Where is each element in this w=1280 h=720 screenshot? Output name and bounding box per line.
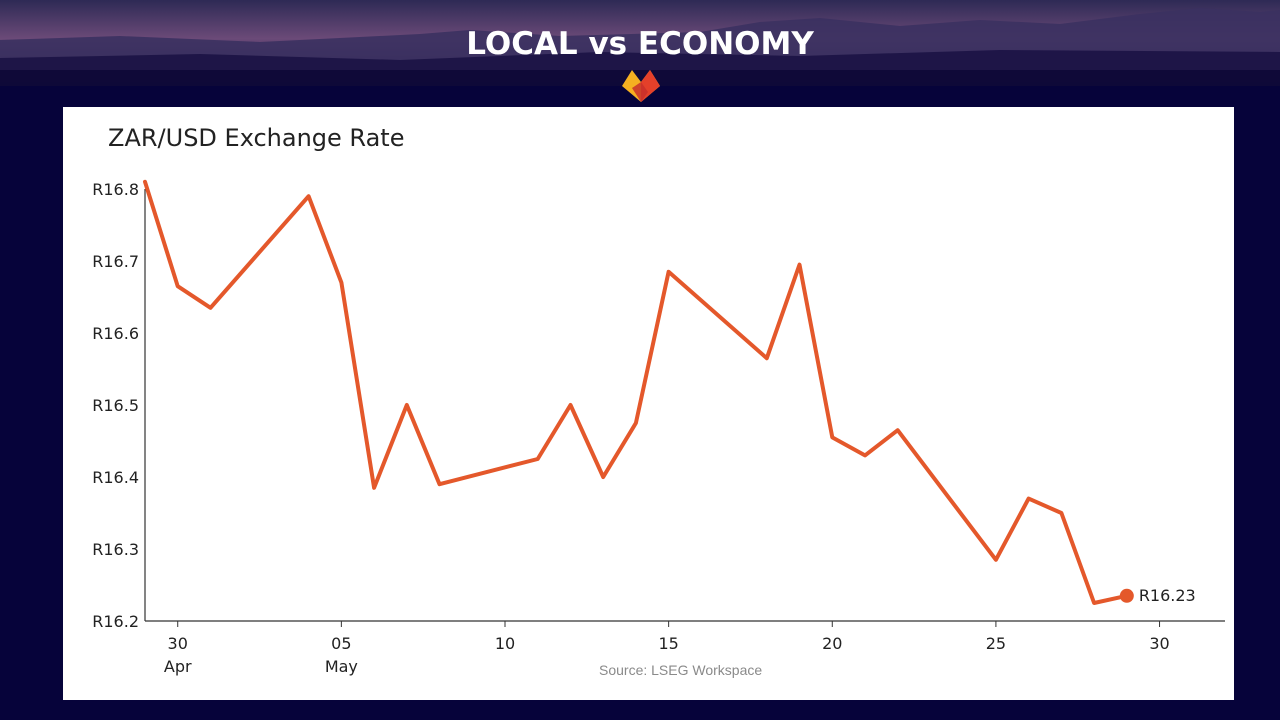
header-banner: LOCAL vs ECONOMY xyxy=(0,0,1280,86)
x-tick-label: 30 xyxy=(168,634,188,653)
y-tick-label: R16.6 xyxy=(92,324,139,343)
x-tick-label: 25 xyxy=(986,634,1006,653)
y-tick-label: R16.5 xyxy=(92,396,139,415)
line-chart: R16.8 R16.7 R16.6 R16.5 R16.4 R16.3 R16.2 30 Apr… xyxy=(92,179,1225,676)
y-tick-label: R16.7 xyxy=(92,252,139,271)
chart-source: Source: LSEG Workspace xyxy=(599,662,763,678)
y-tick-label: R16.2 xyxy=(92,612,139,631)
y-tick-label: R16.4 xyxy=(92,468,139,487)
x-tick-sublabel: Apr xyxy=(164,657,192,676)
x-tick-sublabel: May xyxy=(325,657,358,676)
chart-title: ZAR/USD Exchange Rate xyxy=(108,124,405,152)
x-tick-label: 10 xyxy=(495,634,515,653)
y-tick-label: R16.3 xyxy=(92,540,139,559)
end-value-label: R16.23 xyxy=(1139,586,1196,605)
series-line xyxy=(143,179,1129,605)
page-title: LOCAL vs ECONOMY xyxy=(466,26,814,62)
end-point-marker xyxy=(1119,588,1134,603)
y-tick-label: R16.8 xyxy=(92,180,139,199)
landscape-background xyxy=(0,0,1280,86)
x-tick-label: 15 xyxy=(658,634,678,653)
x-tick-label: 30 xyxy=(1149,634,1169,653)
brand-logo-icon xyxy=(622,70,660,102)
x-tick-label: 20 xyxy=(822,634,842,653)
chart-panel: ZAR/USD Exchange Rate R16.8 R16.7 R16.6 R16… xyxy=(63,107,1234,700)
x-tick-label: 05 xyxy=(331,634,351,653)
